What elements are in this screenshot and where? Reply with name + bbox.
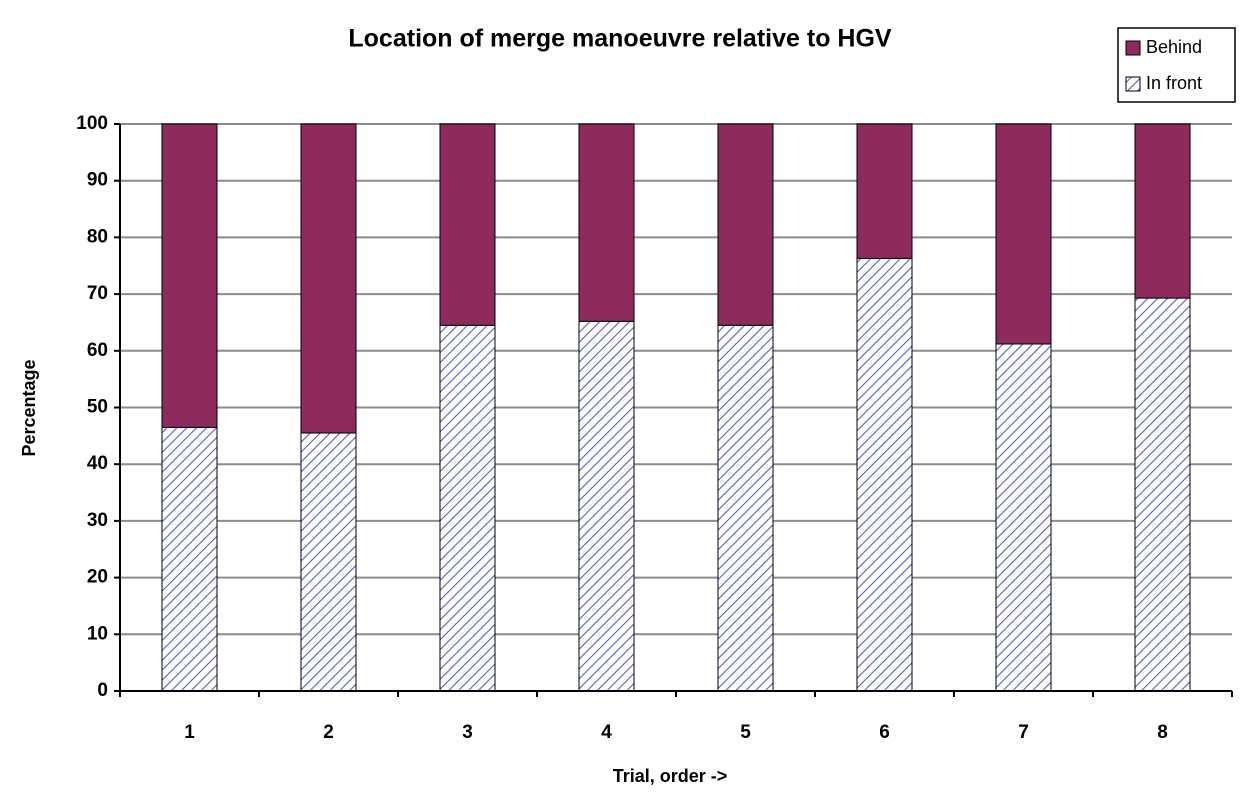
- legend-label: In front: [1146, 73, 1202, 93]
- bar-segment: [1134, 123, 1191, 299]
- x-tick-label: 4: [601, 722, 612, 743]
- bar-segment: [439, 324, 496, 692]
- y-tick-label: 10: [87, 623, 108, 644]
- bar-segment: [856, 123, 913, 259]
- bar-segment: [717, 123, 774, 326]
- bar-segment: [995, 343, 1052, 692]
- y-tick-label: 40: [87, 453, 108, 474]
- y-tick-label: 20: [87, 567, 108, 588]
- bar-segment: [161, 123, 218, 428]
- y-tick-label: 90: [87, 170, 108, 191]
- bar-segment: [1134, 297, 1191, 692]
- bar-segment: [717, 324, 774, 692]
- y-tick-label: 50: [87, 397, 108, 418]
- x-tick-label: 7: [1018, 722, 1029, 743]
- y-tick-label: 30: [87, 510, 108, 531]
- x-tick-label: 3: [462, 722, 473, 743]
- y-tick-label: 0: [97, 680, 108, 701]
- bar-segment: [578, 320, 635, 692]
- bar-segment: [995, 123, 1052, 345]
- legend-swatch: [1125, 40, 1141, 56]
- x-tick-label: 8: [1157, 722, 1168, 743]
- legend-swatch: [1125, 76, 1141, 92]
- legend-label: Behind: [1146, 37, 1202, 57]
- y-tick-label: 70: [87, 283, 108, 304]
- bar-segment: [856, 257, 913, 692]
- bar-segment: [300, 123, 357, 434]
- x-tick-label: 6: [879, 722, 890, 743]
- bar-segment: [161, 426, 218, 692]
- y-tick-label: 100: [76, 113, 108, 134]
- bar-segment: [300, 432, 357, 692]
- x-tick-label: 1: [184, 722, 195, 743]
- x-axis-label: Trial, order ->: [613, 766, 728, 786]
- y-tick-label: 80: [87, 226, 108, 247]
- y-axis-label: Percentage: [19, 359, 39, 456]
- chart-title: Location of merge manoeuvre relative to …: [348, 25, 892, 53]
- bar-segment: [578, 123, 635, 322]
- y-tick-label: 60: [87, 340, 108, 361]
- x-tick-label: 5: [740, 722, 751, 743]
- x-tick-label: 2: [323, 722, 334, 743]
- bar-segment: [439, 123, 496, 326]
